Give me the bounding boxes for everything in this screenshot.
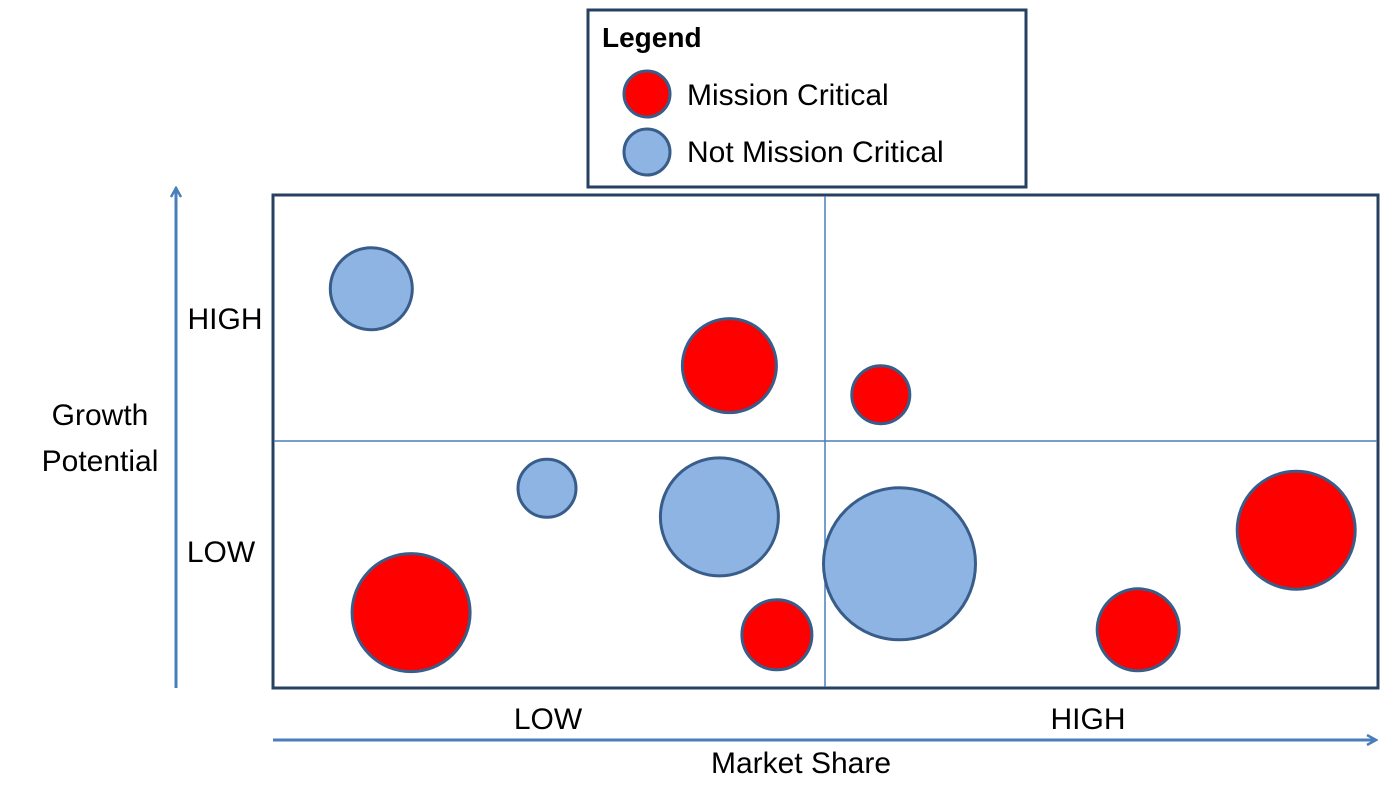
- bubble-not-mission-critical-3: [658, 456, 780, 578]
- y-axis-title-line-1: Growth: [52, 399, 149, 432]
- legend: Legend Mission Critical Not Mission Crit…: [586, 8, 1028, 189]
- legend-label-mission-critical: Mission Critical: [687, 79, 889, 112]
- legend-swatch-not-mission-critical: [622, 127, 672, 177]
- bubble-mission-critical-3: [350, 552, 472, 674]
- x-axis-title: Market Share: [711, 747, 891, 780]
- bubble-layer: [328, 246, 1357, 674]
- bubble-mission-critical-6: [1235, 469, 1357, 591]
- x-tick-label-low: LOW: [514, 703, 583, 736]
- bubble-mission-critical-1: [680, 317, 778, 415]
- y-tick-label-high: HIGH: [188, 303, 263, 336]
- bubble-mission-critical-5: [1095, 587, 1181, 673]
- legend-swatch-mission-critical: [622, 69, 672, 119]
- bubble-not-mission-critical-2: [516, 457, 578, 519]
- legend-title: Legend: [602, 22, 702, 53]
- legend-label-not-mission-critical: Not Mission Critical: [687, 136, 944, 169]
- y-axis-title-line-2: Potential: [42, 445, 159, 478]
- bubble-not-mission-critical-1: [328, 246, 414, 332]
- bubble-not-mission-critical-4: [822, 486, 977, 642]
- x-tick-label-high: HIGH: [1051, 703, 1126, 736]
- bubble-mission-critical-4: [740, 598, 814, 672]
- bubble-mission-critical-2: [850, 364, 912, 426]
- y-tick-label-low: LOW: [187, 536, 256, 569]
